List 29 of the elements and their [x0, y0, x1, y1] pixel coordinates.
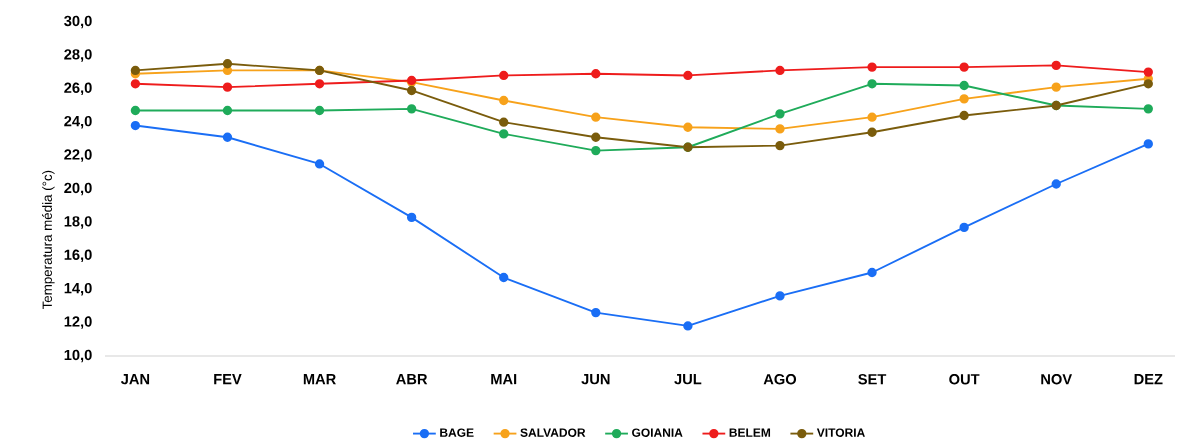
y-tick-label: 14,0: [64, 282, 92, 296]
y-tick-label: 18,0: [64, 216, 92, 229]
x-tick-label: AGO: [763, 374, 797, 385]
legend-label: BAGE: [440, 428, 474, 437]
y-tick-label: 30,0: [64, 15, 92, 29]
legend-label: VITORIA: [816, 428, 865, 437]
y-tick-label: 26,0: [64, 82, 92, 96]
legend-label: GOIANIA: [632, 428, 683, 437]
x-tick-label: FEV: [214, 374, 242, 385]
x-tick-label: DEZ: [1134, 374, 1163, 385]
y-axis-title: Temperatura média (°c): [42, 170, 55, 310]
y-tick-label: 24,0: [64, 115, 92, 129]
y-tick-label: 10,0: [64, 349, 92, 363]
y-tick-label: 22,0: [64, 149, 92, 162]
x-tick-label: MAI: [491, 374, 517, 385]
legend-label: SALVADOR: [520, 428, 586, 437]
x-tick-label: SET: [858, 374, 887, 385]
x-tick-label: OUT: [949, 374, 980, 385]
x-tick-label: MAR: [303, 374, 336, 385]
x-tick-label: JAN: [120, 374, 150, 385]
x-tick-label: ABR: [396, 374, 428, 385]
x-tick-label: JUN: [581, 374, 610, 385]
y-tick-label: 12,0: [64, 316, 92, 329]
y-tick-label: 20,0: [64, 182, 92, 196]
y-tick-label: 28,0: [64, 49, 92, 62]
x-tick-label: JUL: [674, 374, 702, 385]
legend-label: BELEM: [729, 428, 771, 437]
y-tick-label: 16,0: [64, 249, 92, 263]
x-tick-label: NOV: [1041, 374, 1073, 385]
